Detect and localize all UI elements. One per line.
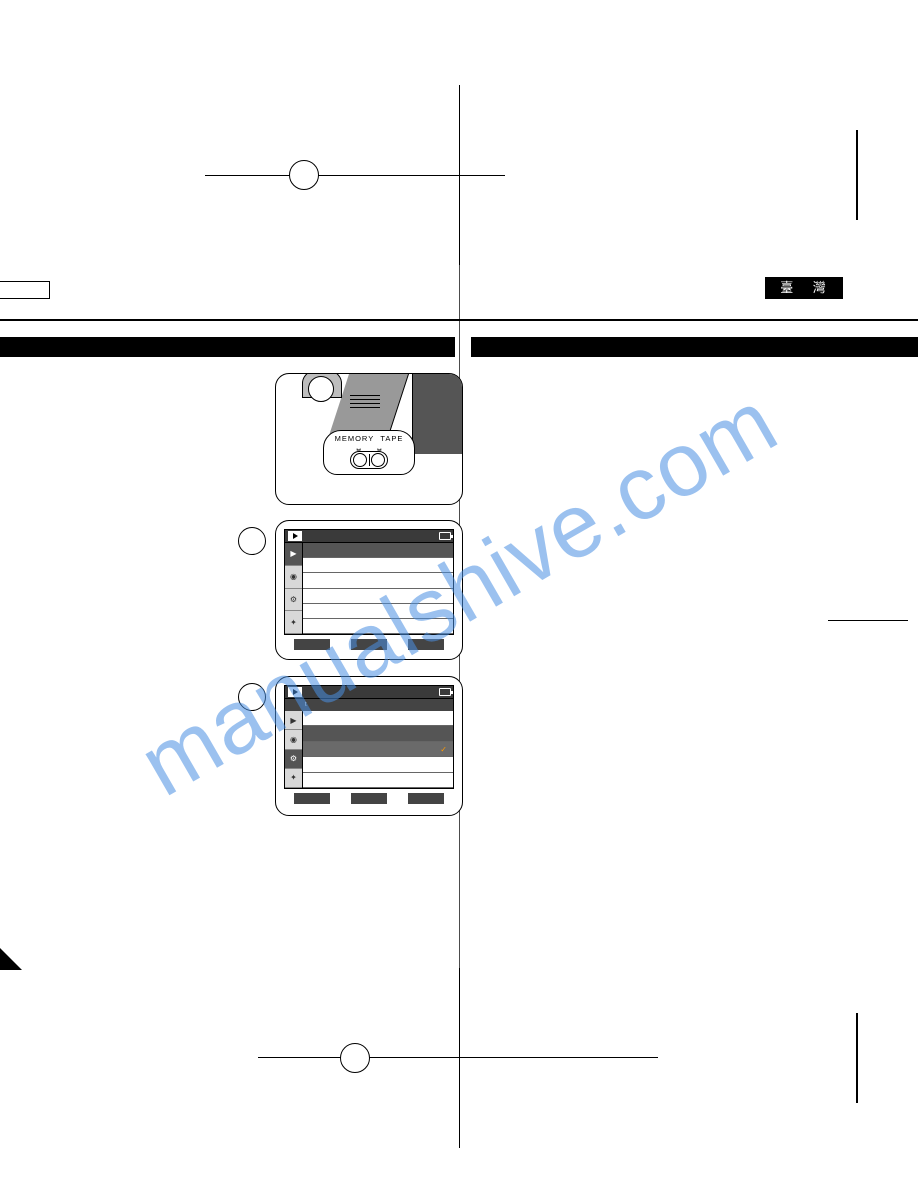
play-mode-icon xyxy=(288,531,302,541)
menu-row xyxy=(303,757,453,772)
menu-side-tabs: ▶ ◉ ⚙ ✦ xyxy=(285,543,303,634)
menu-row xyxy=(303,619,453,634)
crop-mark-bottom-vertical xyxy=(459,968,460,1148)
switch-tape-label: TAPE xyxy=(380,434,403,443)
header-bar-left xyxy=(0,337,455,357)
footer-button xyxy=(294,793,330,804)
memory-tape-switch: MEMORY TAPE ⎵ ⎵ xyxy=(323,430,415,475)
menu-row xyxy=(303,589,453,604)
header-bar-right xyxy=(471,337,918,357)
side-tab-4: ✦ xyxy=(285,769,302,788)
menu-header xyxy=(284,529,454,543)
crop-mark-top-horizontal xyxy=(205,175,505,176)
footer-button xyxy=(351,639,387,650)
menu-row xyxy=(303,773,453,788)
camera-illustration-panel: MEMORY TAPE ⎵ ⎵ xyxy=(275,373,463,505)
side-tab-1: ▶ xyxy=(285,711,302,730)
menu-footer xyxy=(284,639,454,650)
menu-row xyxy=(303,573,453,588)
crop-mark-bottom-right xyxy=(856,1013,859,1103)
left-margin-tab xyxy=(0,281,50,299)
menu-side-tabs: ▶ ◉ ⚙ ✦ xyxy=(285,711,303,788)
step-number-4 xyxy=(238,527,266,555)
menu-footer xyxy=(284,793,454,804)
menu-row xyxy=(303,543,453,558)
side-tab-1: ▶ xyxy=(285,543,302,566)
menu-row xyxy=(303,558,453,573)
menu-row: ✓ xyxy=(303,742,453,757)
menu-row xyxy=(303,711,453,726)
language-tab: 臺 灣 xyxy=(765,277,843,299)
footer-button xyxy=(408,793,444,804)
side-tab-3: ⚙ xyxy=(285,750,302,769)
menu-panel-step-6: t ▶ ◉ ⚙ ✦ ✓ xyxy=(275,676,463,816)
checkmark-icon: ✓ xyxy=(440,745,447,754)
crop-mark-bottom-circle xyxy=(340,1043,370,1073)
menu-row xyxy=(303,726,453,741)
page-corner-triangle xyxy=(0,948,22,970)
menu-list xyxy=(303,543,453,634)
battery-icon xyxy=(439,688,451,696)
footer-button xyxy=(294,639,330,650)
menu-row xyxy=(303,604,453,619)
step-number-6 xyxy=(238,683,266,711)
play-mode-icon xyxy=(288,687,302,697)
side-tab-2: ◉ xyxy=(285,566,302,589)
menu-list: ✓ xyxy=(303,711,453,788)
side-tab-4: ✦ xyxy=(285,611,302,634)
menu-panel-step-4: ▶ ◉ ⚙ ✦ xyxy=(275,520,463,660)
switch-toggle-icon xyxy=(350,451,388,469)
menu-subheader: t xyxy=(284,699,454,711)
footer-button xyxy=(408,639,444,650)
side-tab-3: ⚙ xyxy=(285,589,302,612)
crop-mark-top-circle xyxy=(289,160,319,190)
crop-mark-top-right xyxy=(856,130,859,220)
battery-icon xyxy=(439,532,451,540)
footer-button xyxy=(351,793,387,804)
side-tab-2: ◉ xyxy=(285,730,302,749)
menu-header xyxy=(284,685,454,699)
crop-mark-bottom-horizontal xyxy=(258,1057,658,1058)
